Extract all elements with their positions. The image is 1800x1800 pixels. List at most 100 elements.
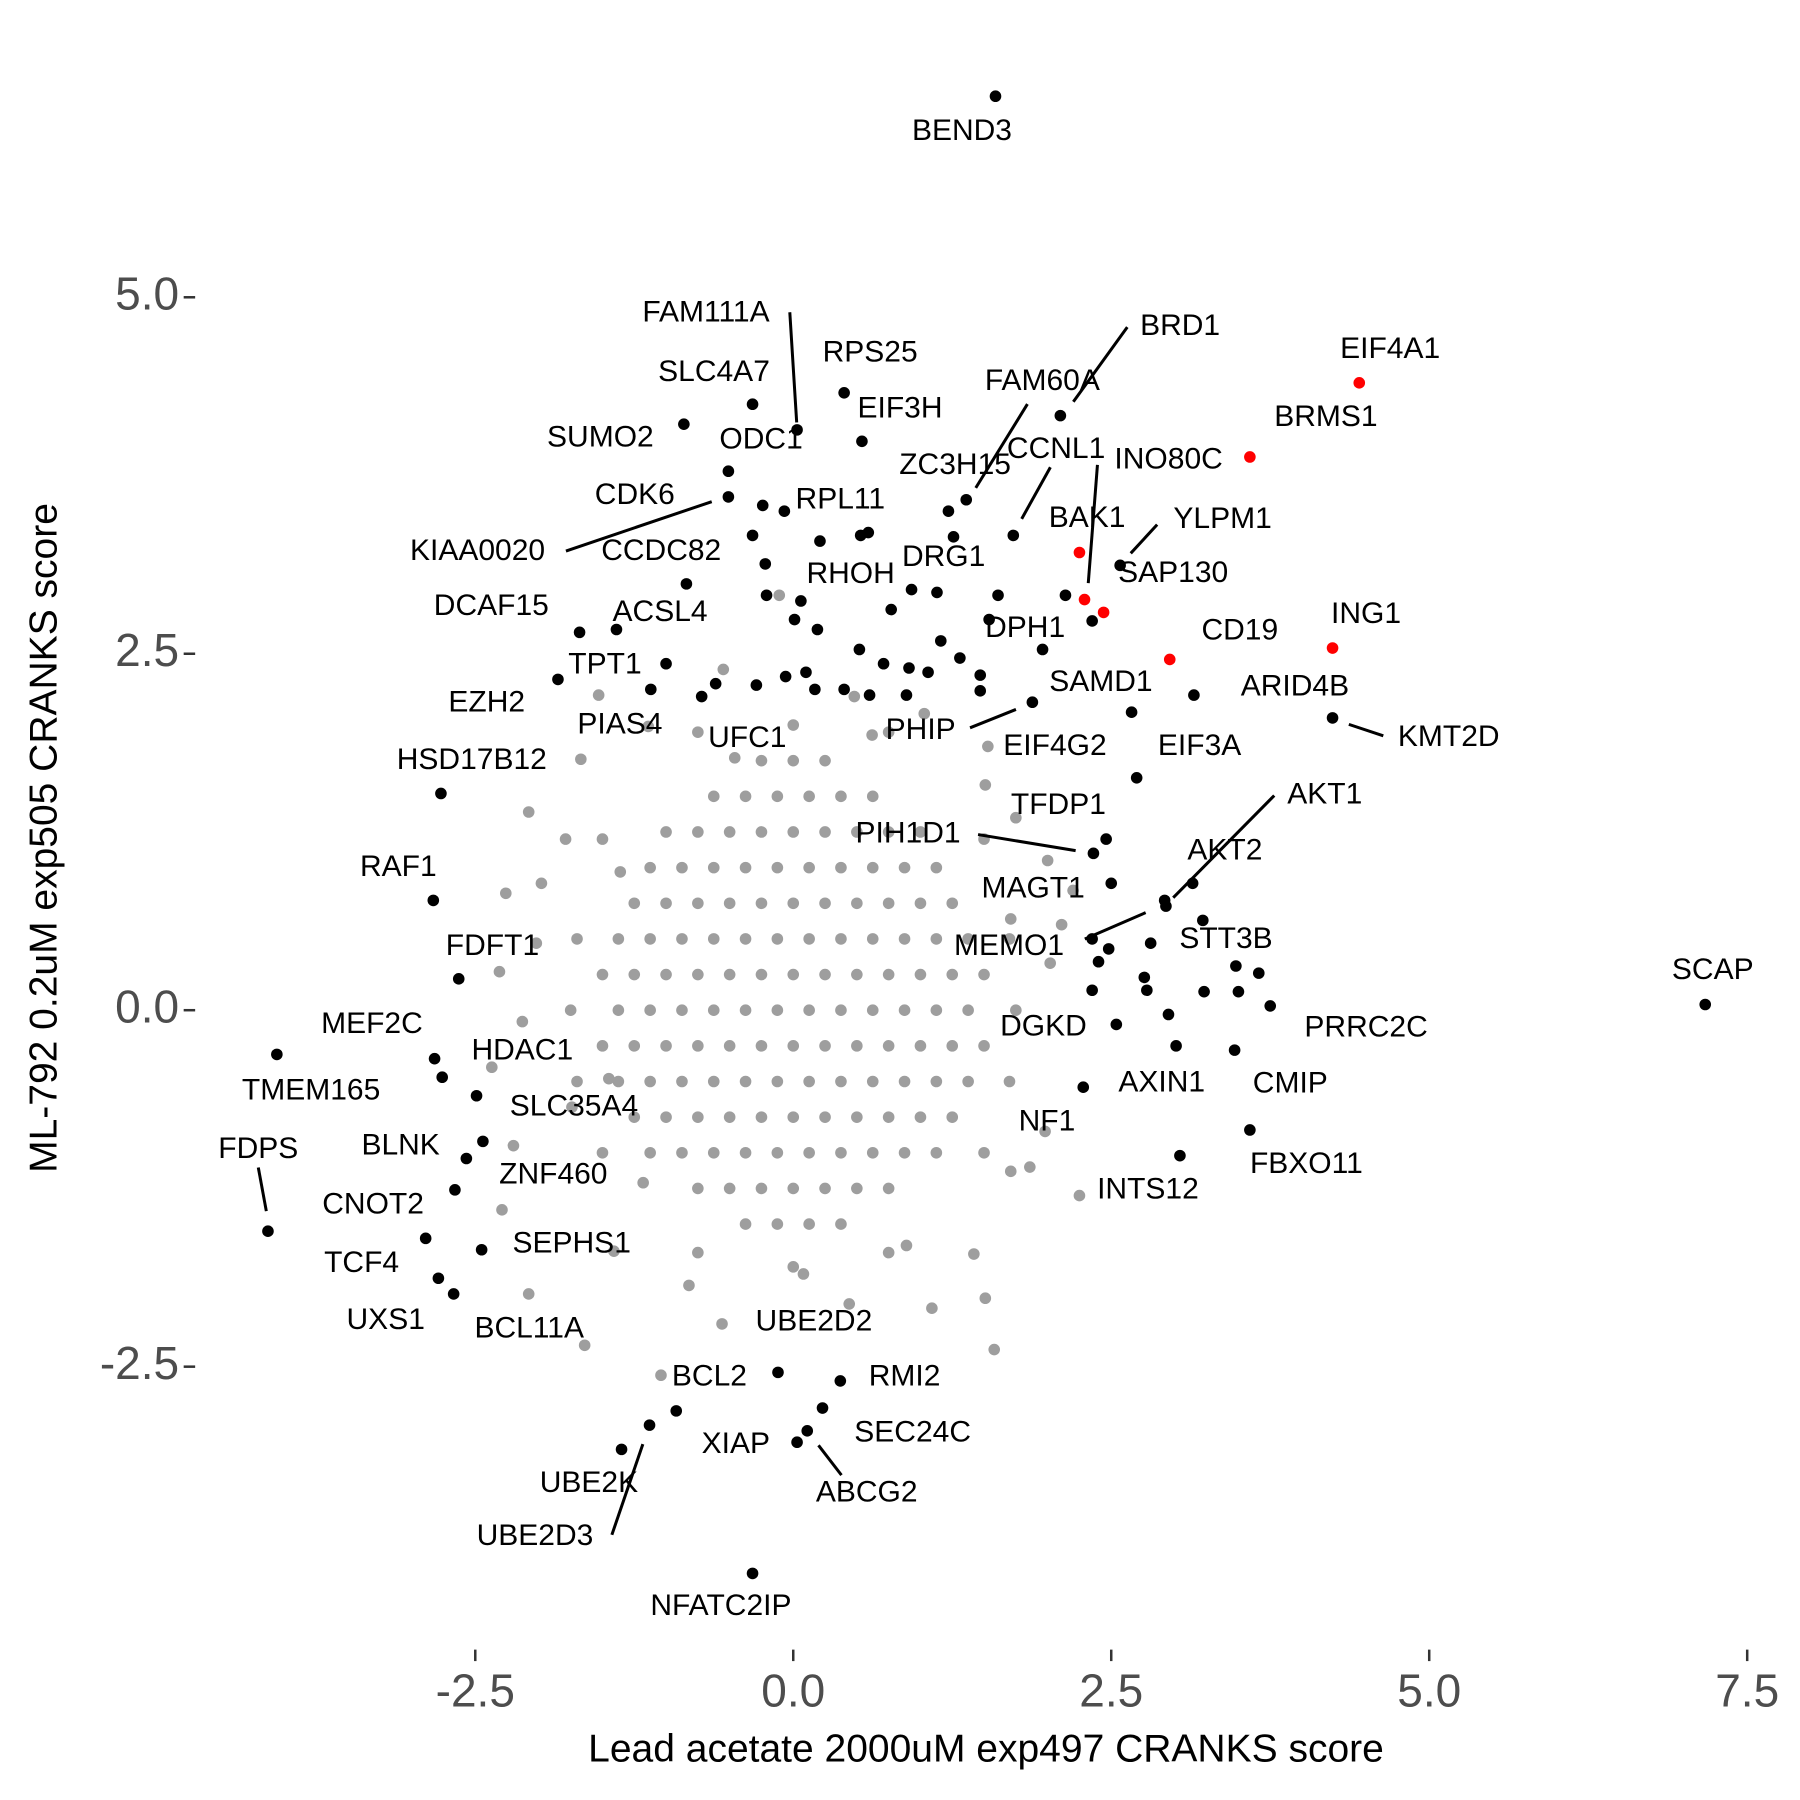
point: [755, 1182, 768, 1195]
point: [755, 1040, 768, 1052]
point: [739, 1004, 752, 1017]
point: [522, 1288, 535, 1300]
point: [819, 1111, 831, 1123]
point: [460, 1152, 473, 1165]
point: [882, 1111, 895, 1123]
point: [530, 937, 543, 949]
point: [676, 861, 688, 874]
point: [771, 1004, 784, 1017]
point-label: HDAC1: [471, 1033, 573, 1066]
point: [592, 689, 605, 701]
point-label: SLC35A4: [510, 1090, 638, 1123]
point: [676, 1004, 688, 1017]
leader-line: [565, 500, 713, 553]
point-label: CCNL1: [1007, 432, 1105, 465]
point: [695, 690, 708, 703]
point-label: SAMD1: [1049, 665, 1152, 698]
point: [838, 387, 850, 399]
point: [608, 1245, 620, 1257]
point: [575, 753, 587, 766]
point: [596, 833, 609, 845]
point: [866, 861, 879, 874]
point: [934, 635, 947, 647]
point-label: AXIN1: [1118, 1066, 1205, 1099]
point: [797, 1268, 810, 1280]
leader-line: [1072, 326, 1129, 403]
point: [1004, 1165, 1017, 1178]
point: [851, 1040, 863, 1052]
point: [427, 894, 440, 907]
point: [755, 1111, 768, 1123]
point: [803, 861, 815, 874]
point: [931, 586, 943, 599]
point: [930, 933, 943, 945]
point-label: ABCG2: [816, 1475, 918, 1508]
point: [992, 589, 1004, 602]
point: [898, 1075, 911, 1088]
point: [898, 861, 911, 874]
point: [1003, 1075, 1016, 1088]
point: [610, 623, 623, 636]
point: [1041, 854, 1054, 867]
point: [851, 897, 863, 910]
point: [707, 933, 720, 945]
point: [1003, 933, 1016, 945]
point: [930, 1004, 943, 1017]
point: [452, 973, 465, 985]
point: [947, 531, 960, 543]
point-label: RPL11: [796, 482, 886, 515]
point: [1077, 1081, 1090, 1093]
point: [983, 613, 995, 626]
point: [628, 968, 641, 981]
point: [882, 826, 895, 838]
point: [1326, 642, 1339, 654]
point: [692, 968, 704, 981]
point: [1097, 606, 1110, 619]
x-tick-label: -2.5: [436, 1665, 515, 1717]
point: [722, 465, 735, 478]
point: [1198, 985, 1210, 998]
point: [1228, 1044, 1241, 1056]
point: [848, 690, 861, 703]
point-label: PIAS4: [577, 707, 662, 740]
point-label: BLNK: [361, 1129, 439, 1162]
point: [516, 1015, 529, 1028]
point-label: STT3B: [1179, 922, 1272, 955]
point: [707, 1004, 720, 1017]
point: [637, 1176, 649, 1189]
point: [1059, 589, 1072, 602]
point: [644, 1146, 656, 1159]
point: [866, 790, 879, 803]
point: [922, 666, 934, 679]
point-label: RAF1: [360, 850, 437, 883]
point: [772, 1366, 784, 1379]
point: [835, 1075, 847, 1088]
y-tick-label: 0.0: [115, 980, 179, 1032]
point: [787, 1040, 800, 1052]
point: [596, 968, 609, 981]
point: [1197, 914, 1209, 927]
point: [1092, 955, 1105, 968]
x-tick-label: 7.5: [1715, 1665, 1779, 1717]
point: [612, 1004, 625, 1017]
point: [571, 933, 583, 945]
point: [803, 790, 815, 803]
point-label: HSD17B12: [397, 743, 547, 776]
leader-line: [256, 1167, 268, 1212]
point: [655, 1369, 667, 1382]
point: [866, 1146, 879, 1159]
point-label: TMEM165: [242, 1074, 380, 1107]
point: [760, 589, 773, 602]
point: [717, 663, 730, 676]
point: [778, 505, 791, 517]
point-label: ZNF460: [499, 1157, 607, 1190]
point: [898, 1004, 911, 1017]
leader-line: [974, 403, 1029, 489]
point-label: MEMO1: [954, 929, 1064, 962]
point: [1138, 971, 1151, 984]
point: [851, 826, 863, 838]
point-label: RMI2: [869, 1359, 941, 1392]
point: [1125, 706, 1138, 719]
point: [771, 933, 784, 945]
point: [692, 1111, 704, 1123]
